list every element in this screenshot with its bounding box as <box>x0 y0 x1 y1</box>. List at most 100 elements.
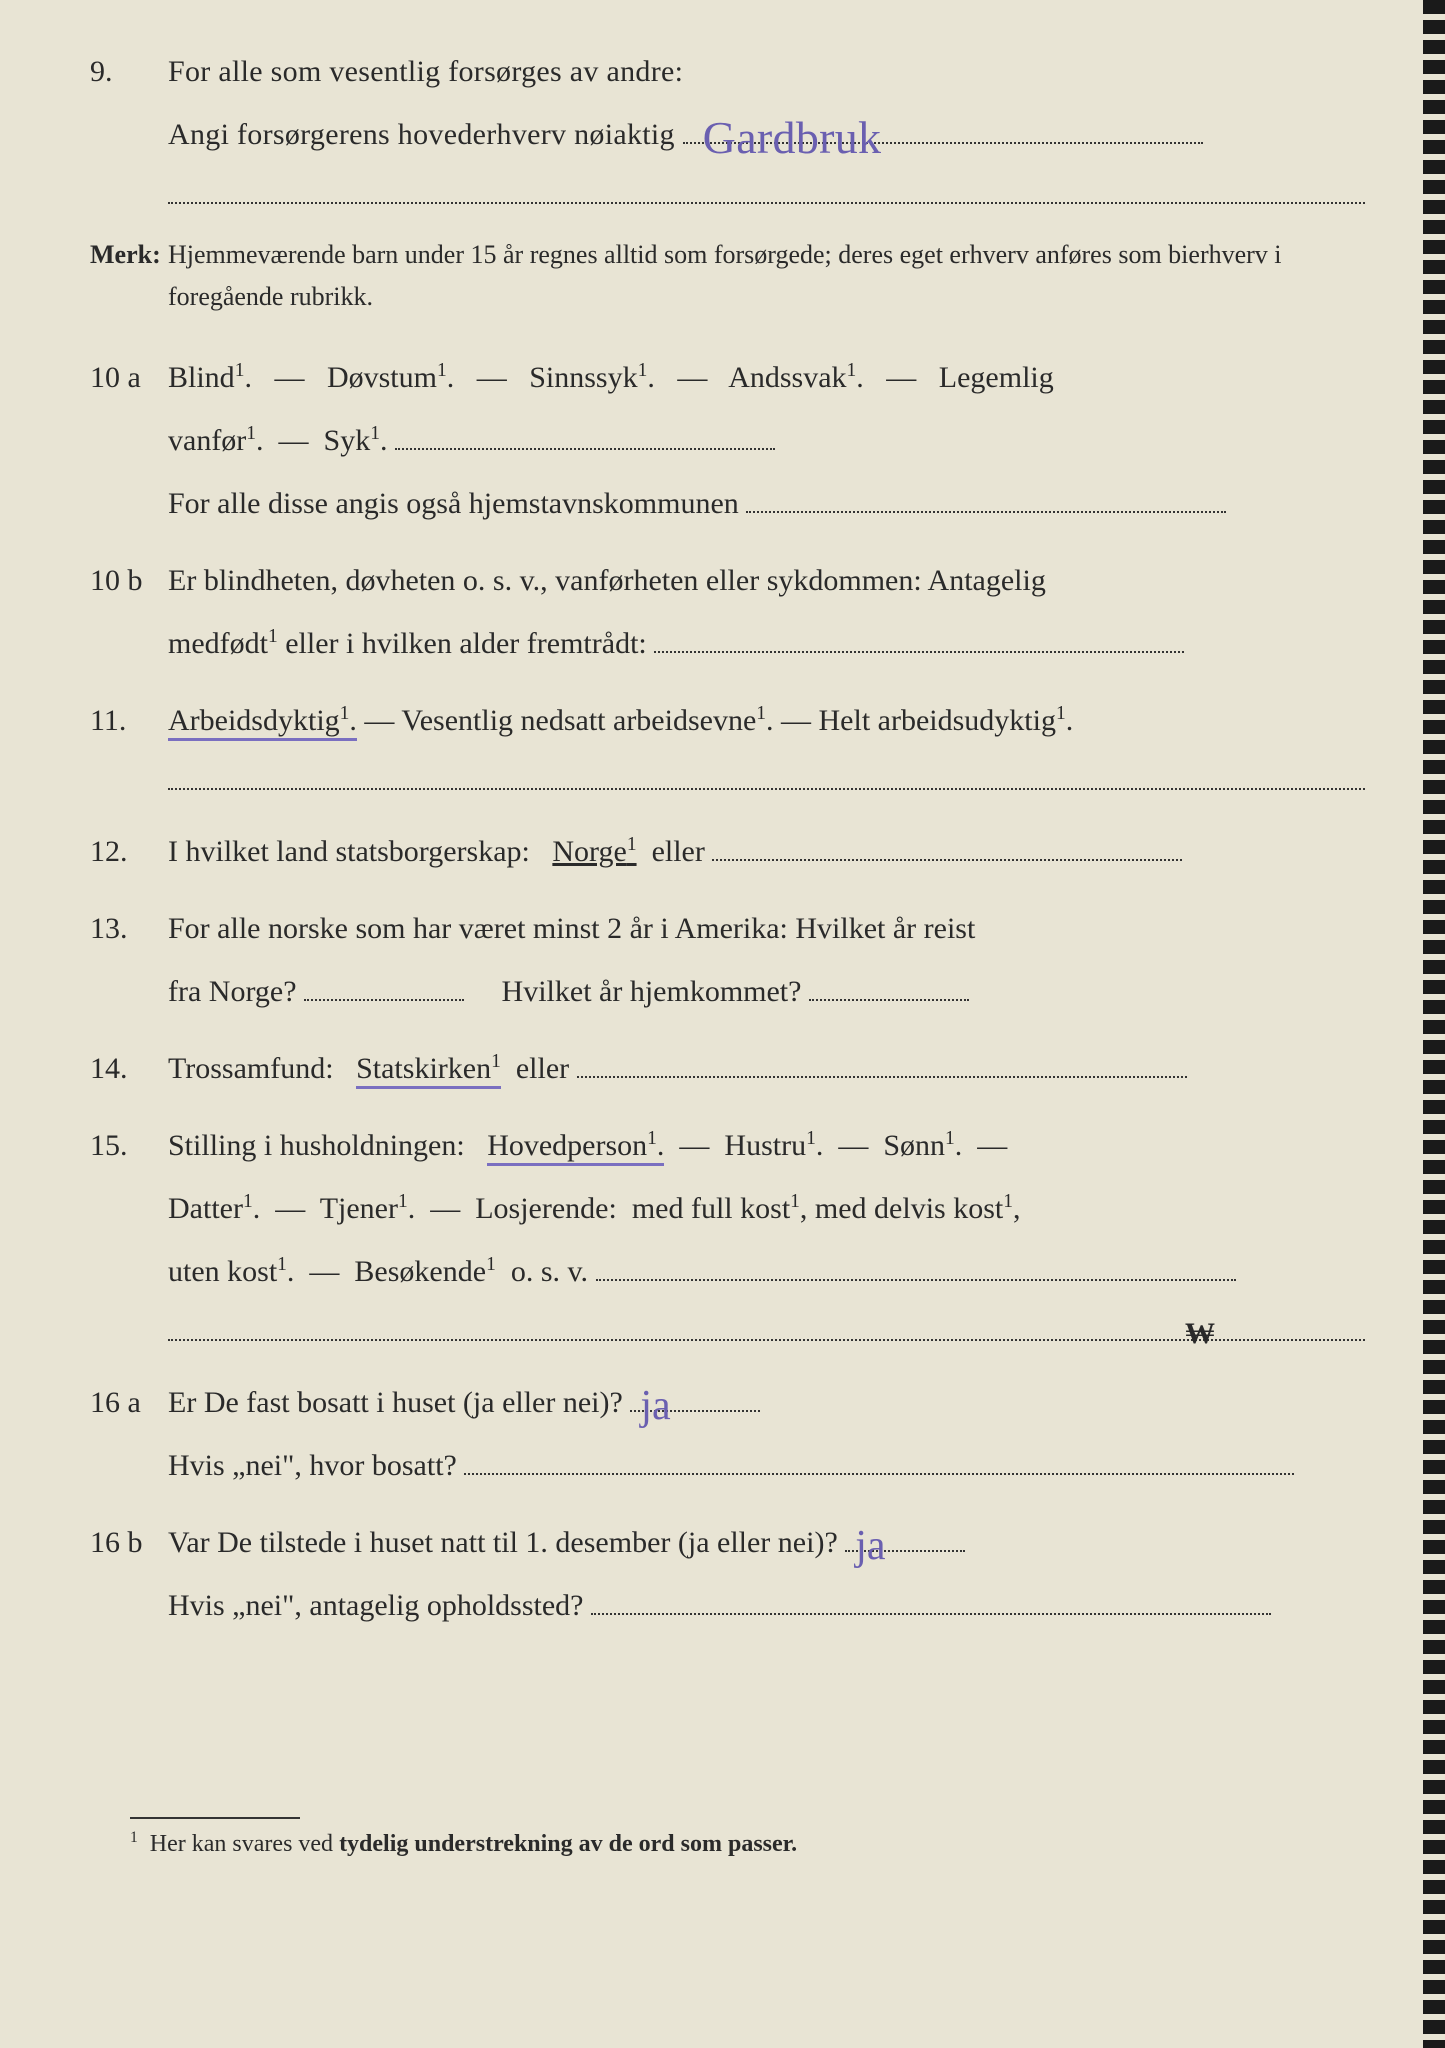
q12-text: I hvilket land statsborgerskap: <box>168 835 530 868</box>
q13-row: 13. For alle norske som har været minst … <box>90 897 1365 1023</box>
q10a-opt-andssvak: Andssvak1. <box>728 361 864 394</box>
q11-number: 11. <box>90 695 168 746</box>
q15-opt-tjener: Tjener1. <box>320 1192 416 1225</box>
q10a-body: Blind1. — Døvstum1. — Sinnssyk1. — Andss… <box>168 346 1365 535</box>
q13-text1: For alle norske som har været minst 2 år… <box>168 912 975 945</box>
q11-continuation-line <box>168 766 1365 790</box>
q10a-opt-dovstum: Døvstum1. <box>327 361 454 394</box>
footnote-sup: 1 <box>130 1829 138 1846</box>
q9-line2: Angi forsørgerens hovederhverv nøiaktig <box>168 118 675 151</box>
q10b-medfodt: medfødt1 <box>168 627 278 660</box>
q14-text: Trossamfund: <box>168 1052 334 1085</box>
q10a-opt-blind: Blind1. <box>168 361 252 394</box>
footnote: 1 Her kan svares ved tydelig understrekn… <box>130 1829 1365 1858</box>
q16a-answer: ja <box>640 1362 670 1450</box>
q11-opt1-selected: Arbeidsdyktig1. <box>168 704 357 741</box>
q16b-text2: Hvis „nei", antagelig opholdssted? <box>168 1589 584 1622</box>
q9-answer-line: Gardbruk <box>683 112 1203 144</box>
q10a-opt-vanfor: vanfør1. <box>168 424 264 457</box>
q15-los-delvis: med delvis kost1, <box>815 1192 1021 1225</box>
q14-body: Trossamfund: Statskirken1 eller <box>168 1037 1365 1100</box>
q15-continuation-line: ₩ <box>168 1317 1365 1341</box>
footnote-rule <box>130 1817 300 1819</box>
q16a-number: 16 a <box>90 1377 168 1428</box>
q16b-number: 16 b <box>90 1517 168 1568</box>
q11-row: 11. Arbeidsdyktig1. — Vesentlig nedsatt … <box>90 689 1365 752</box>
q10a-opt-sinnssyk: Sinnssyk1. <box>529 361 655 394</box>
merk-row: Merk: Hjemmeværende barn under 15 år reg… <box>90 234 1365 317</box>
q12-blank <box>712 829 1182 861</box>
q10a-number: 10 a <box>90 352 168 403</box>
sep: — <box>781 704 819 737</box>
q16b-blank <box>591 1583 1271 1615</box>
q15-los-full: med full kost1, <box>632 1192 808 1225</box>
q9-answer: Gardbruk <box>703 90 882 187</box>
q15-text: Stilling i husholdningen: <box>168 1129 465 1162</box>
q15-los-uten: uten kost1. <box>168 1255 294 1288</box>
q15-osv: o. s. v. <box>511 1255 588 1288</box>
q14-blank <box>577 1046 1187 1078</box>
q14-row: 14. Trossamfund: Statskirken1 eller <box>90 1037 1365 1100</box>
q9-line1: For alle som vesentlig forsørges av andr… <box>168 55 683 88</box>
tick-mark: ₩ <box>1185 1317 1215 1351</box>
q13-number: 13. <box>90 903 168 954</box>
q11-opt2: Vesentlig nedsatt arbeidsevne1. <box>401 704 773 737</box>
q15-body: Stilling i husholdningen: Hovedperson1. … <box>168 1114 1365 1303</box>
q15-opt-sonn: Sønn1. <box>883 1129 962 1162</box>
q12-body: I hvilket land statsborgerskap: Norge1 e… <box>168 820 1365 883</box>
q16a-blank <box>464 1443 1294 1475</box>
q16a-text2: Hvis „nei", hvor bosatt? <box>168 1449 457 1482</box>
film-edge <box>1423 0 1445 2048</box>
q12-row: 12. I hvilket land statsborgerskap: Norg… <box>90 820 1365 883</box>
census-form-page: 9. For alle som vesentlig forsørges av a… <box>0 0 1445 2048</box>
q16a-body: Er De fast bosatt i huset (ja eller nei)… <box>168 1371 1365 1497</box>
q10b-text2b: eller i hvilken alder fremtrådt: <box>285 627 647 660</box>
q14-number: 14. <box>90 1043 168 1094</box>
q10a-opt-legemlig: Legemlig <box>939 361 1054 394</box>
q13-blank2 <box>809 969 969 1001</box>
q11-opt3: Helt arbeidsudyktig1. <box>819 704 1074 737</box>
q9-body: For alle som vesentlig forsørges av andr… <box>168 40 1365 166</box>
q9-row: 9. For alle som vesentlig forsørges av a… <box>90 40 1365 166</box>
q15-opt-hovedperson-selected: Hovedperson1. <box>487 1129 664 1166</box>
q14-opt-statskirken-selected: Statskirken1 <box>356 1052 501 1089</box>
merk-text: Hjemmeværende barn under 15 år regnes al… <box>168 234 1365 317</box>
merk-label: Merk: <box>90 234 168 276</box>
q13-body: For alle norske som har været minst 2 år… <box>168 897 1365 1023</box>
q12-opt-norge: Norge1 <box>552 835 636 868</box>
q12-number: 12. <box>90 826 168 877</box>
q15-blank <box>596 1249 1236 1281</box>
q16b-answer: ja <box>855 1502 885 1590</box>
sep: — <box>364 704 401 737</box>
q10a-row: 10 a Blind1. — Døvstum1. — Sinnssyk1. — … <box>90 346 1365 535</box>
q16a-text1: Er De fast bosatt i huset (ja eller nei)… <box>168 1386 623 1419</box>
q13-text3: Hvilket år hjemkommet? <box>502 975 802 1008</box>
q10b-row: 10 b Er blindheten, døvheten o. s. v., v… <box>90 549 1365 675</box>
q11-body: Arbeidsdyktig1. — Vesentlig nedsatt arbe… <box>168 689 1365 752</box>
q15-opt-hustru: Hustru1. <box>724 1129 823 1162</box>
q15-number: 15. <box>90 1120 168 1171</box>
q10a-blank <box>395 418 775 450</box>
q13-text2: fra Norge? <box>168 975 297 1008</box>
q15-besokende: Besøkende1 <box>354 1255 495 1288</box>
q16b-answer-line: ja <box>845 1520 965 1552</box>
q15-losjerende: Losjerende: <box>475 1192 617 1225</box>
q10a-opt-syk: Syk1. <box>324 424 388 457</box>
q10b-number: 10 b <box>90 555 168 606</box>
q10b-text1: Er blindheten, døvheten o. s. v., vanfør… <box>168 564 1046 597</box>
q9-number: 9. <box>90 46 168 97</box>
q15-row: 15. Stilling i husholdningen: Hovedperso… <box>90 1114 1365 1303</box>
q16a-answer-line: ja <box>630 1380 760 1412</box>
q10a-line3: For alle disse angis også hjemstavnskomm… <box>168 487 739 520</box>
q12-or: eller <box>652 835 705 868</box>
q10b-blank <box>654 621 1184 653</box>
q16b-body: Var De tilstede i huset natt til 1. dese… <box>168 1511 1365 1637</box>
q16a-row: 16 a Er De fast bosatt i huset (ja eller… <box>90 1371 1365 1497</box>
footnote-text: Her kan svares ved tydelig understreknin… <box>150 1831 797 1857</box>
q10a-kommune-blank <box>746 481 1226 513</box>
q10b-body: Er blindheten, døvheten o. s. v., vanfør… <box>168 549 1365 675</box>
q15-opt-datter: Datter1. <box>168 1192 260 1225</box>
q16b-row: 16 b Var De tilstede i huset natt til 1.… <box>90 1511 1365 1637</box>
q16b-text1: Var De tilstede i huset natt til 1. dese… <box>168 1526 838 1559</box>
q14-or: eller <box>516 1052 569 1085</box>
